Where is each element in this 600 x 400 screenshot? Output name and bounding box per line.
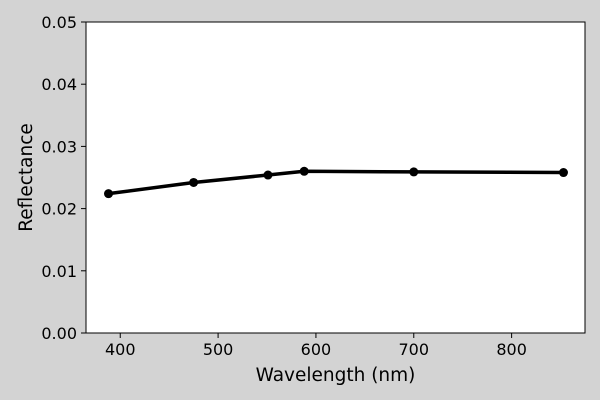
y-axis-ticks: 0.00 0.01 0.02 0.03 0.04 0.05 [41,13,86,343]
data-point [263,170,273,180]
x-tick-label: 700 [399,340,430,359]
data-point [409,167,419,177]
y-tick-label: 0.05 [41,13,77,32]
data-point [104,189,114,199]
x-tick-label: 400 [105,340,136,359]
series-layer [104,166,568,199]
plot-area [86,22,585,333]
y-tick-label: 0.00 [41,324,77,343]
y-axis-label: Reflectance [16,123,37,231]
data-point [189,177,199,187]
x-tick-label: 600 [301,340,332,359]
x-axis-ticks: 400 500 600 700 800 [105,333,527,359]
y-tick-label: 0.03 [41,137,77,156]
x-tick-label: 500 [203,340,234,359]
data-point [558,168,568,178]
data-point [299,166,309,176]
y-tick-label: 0.01 [41,262,77,281]
y-tick-label: 0.02 [41,200,77,219]
series-line [106,169,566,196]
plot-frame [85,21,586,334]
y-tick-label: 0.04 [41,75,77,94]
x-axis-label: Wavelength (nm) [256,365,416,386]
x-tick-label: 800 [496,340,527,359]
